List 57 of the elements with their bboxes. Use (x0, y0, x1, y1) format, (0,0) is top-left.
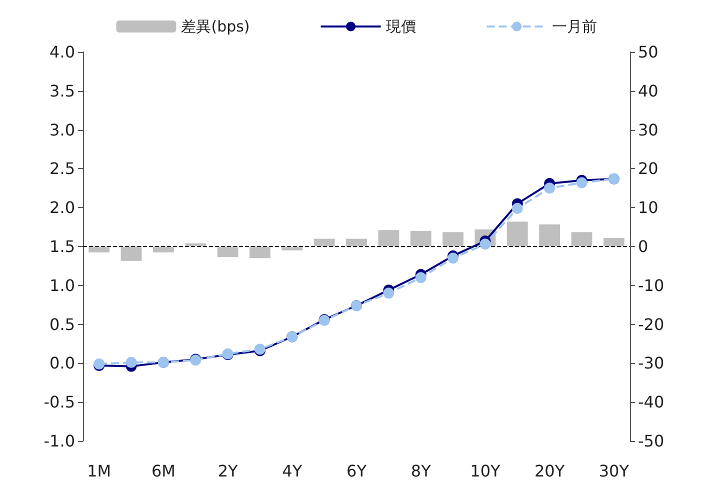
x-tick-label: 10Y (470, 462, 500, 480)
y2-tick-label: 30 (638, 120, 658, 140)
y-tick-label: 1.0 (50, 276, 75, 295)
y2-tick-label: 0 (638, 237, 648, 256)
y2-tick-label: -30 (638, 354, 664, 373)
point (480, 238, 491, 250)
bar (314, 238, 335, 246)
y2-tick-label: 10 (638, 198, 658, 218)
y-tick-label: 2.0 (50, 198, 75, 218)
legend-label: 一月前 (552, 18, 597, 36)
y-tick-label: -0.5 (44, 392, 75, 412)
y-tick-label: 0.0 (50, 354, 75, 373)
point (448, 252, 459, 264)
bar (539, 224, 560, 246)
x-tick-label: 6Y (346, 462, 367, 480)
bar (506, 222, 528, 246)
y-tick-label: 3.5 (50, 81, 75, 100)
bar (88, 246, 110, 252)
y2-tick-label: 50 (638, 42, 658, 62)
point (415, 272, 426, 284)
bar (442, 232, 464, 246)
point (544, 182, 556, 194)
bar (410, 230, 432, 246)
legend-label: 差異(bps) (181, 18, 250, 36)
x-tick-label: 2Y (218, 462, 238, 480)
legend-label: 現價 (386, 18, 416, 36)
y-tick-label: 4.0 (50, 42, 75, 62)
point (383, 288, 394, 299)
bar (250, 246, 270, 258)
x-tick-label: 1M (87, 462, 112, 480)
x-tick-label: 30Y (598, 462, 630, 480)
bar (120, 246, 142, 261)
bar (571, 232, 592, 246)
y-tick-label: 3.0 (50, 120, 75, 140)
point (512, 202, 523, 214)
y-tick-label: 2.5 (50, 159, 75, 178)
point (576, 177, 588, 188)
y2-tick-label: -50 (638, 432, 664, 450)
bar (603, 238, 624, 246)
y2-tick-label: -20 (638, 314, 664, 334)
x-tick-label: 20Y (534, 462, 565, 480)
y-tick-label: 1.5 (50, 237, 75, 256)
y2-tick-label: -40 (638, 392, 664, 412)
bar (378, 230, 400, 246)
y2-tick-label: -10 (638, 276, 664, 295)
y2-tick-label: 20 (638, 159, 658, 178)
bar (346, 238, 367, 246)
x-tick-label: 4Y (282, 462, 302, 480)
point (126, 356, 137, 368)
bar (282, 246, 303, 250)
y-tick-label: 0.5 (50, 314, 75, 334)
y-tick-label: -1.0 (44, 432, 75, 450)
bar (217, 246, 238, 258)
y2-tick-label: 40 (638, 81, 658, 100)
x-tick-label: 6M (151, 462, 176, 480)
bar (152, 246, 174, 252)
x-tick-label: 8Y (410, 462, 432, 480)
